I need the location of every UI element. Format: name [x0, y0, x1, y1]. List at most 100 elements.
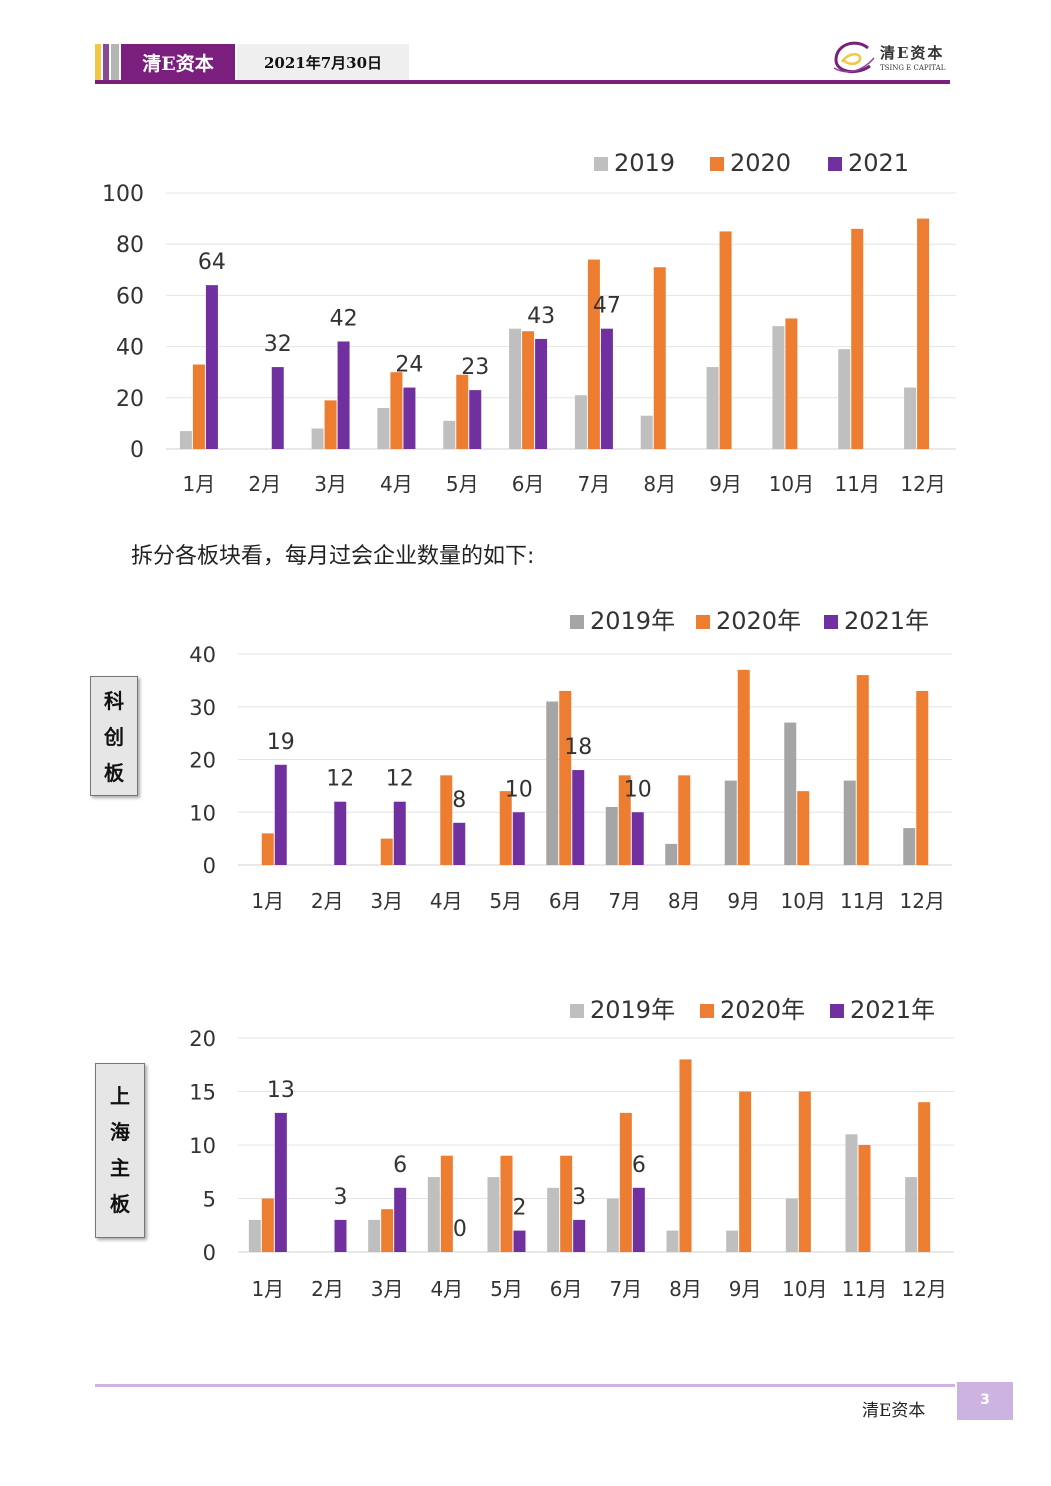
bar-2021: [600, 328, 613, 449]
data-label: 10: [505, 777, 533, 802]
data-label: 12: [386, 767, 414, 792]
bar-2020: [390, 372, 403, 449]
x-tick-label: 5月: [446, 472, 479, 496]
bar-2019年: [546, 701, 559, 865]
bar-2019: [640, 415, 653, 449]
legend-label: 2020: [730, 149, 791, 177]
bar-2020年: [737, 669, 750, 865]
data-label: 24: [395, 353, 423, 378]
bar-2019: [377, 408, 390, 449]
legend-swatch: [700, 1004, 714, 1018]
bar-2020: [917, 218, 930, 449]
bar-2019年: [726, 1230, 739, 1252]
y-tick-label: 5: [203, 1188, 216, 1212]
bar-2020年: [440, 775, 453, 865]
header-accent-gold: [95, 44, 101, 84]
x-tick-label: 2月: [311, 889, 344, 913]
bar-2019: [838, 349, 851, 449]
bar-2019: [509, 328, 522, 449]
x-tick-label: 6月: [550, 1277, 583, 1301]
bar-2020年: [380, 838, 393, 865]
bar-2019年: [845, 1134, 858, 1252]
bar-2019: [179, 431, 192, 449]
side-label-star-market: 科 创 板: [90, 676, 138, 796]
bar-2020: [719, 231, 732, 449]
x-tick-label: 1月: [251, 1277, 284, 1301]
bar-2021年: [631, 812, 644, 865]
legend-swatch: [830, 1004, 844, 1018]
legend-label: 2020年: [720, 996, 805, 1024]
bar-2019: [311, 428, 324, 449]
bar-2019年: [606, 1198, 619, 1252]
header-accent-gray: [111, 44, 119, 84]
x-tick-label: 11月: [835, 472, 880, 496]
bar-2020年: [739, 1091, 752, 1252]
legend-label: 2019年: [590, 607, 675, 635]
legend-swatch: [594, 157, 608, 171]
x-tick-label: 7月: [608, 889, 641, 913]
data-label: 12: [326, 767, 354, 792]
x-tick-label: 8月: [643, 472, 676, 496]
bar-2021: [337, 341, 350, 449]
legend-swatch: [824, 615, 838, 629]
bar-2021年: [572, 770, 585, 865]
x-tick-label: 12月: [900, 889, 945, 913]
bar-2020年: [618, 775, 631, 865]
bar-2020: [456, 374, 469, 449]
y-tick-label: 0: [203, 854, 216, 878]
bar-2019年: [427, 1177, 440, 1252]
data-label: 47: [593, 294, 621, 319]
header-brand: 清E资本: [121, 44, 235, 84]
bar-2021: [205, 285, 218, 449]
chart-total: 0 20 40 60 80 100 1月 2月 3月 4月 5月 6月 7月 8月 9月 10月 11月 12月 6…: [102, 149, 956, 496]
legend-swatch: [570, 1004, 584, 1018]
chart-star-market: 0 10 20 30 40 1月 2月 3月 4月 5月 6月 7月 8月 9月 10月 11月 12月 19 12…: [189, 607, 952, 913]
x-tick-label: 8月: [669, 1277, 702, 1301]
x-tick-label: 1月: [251, 889, 284, 913]
bar-2021年: [512, 812, 525, 865]
y-tick-label: 0: [130, 438, 144, 463]
chart-shanghai-main: 0 5 10 15 20 1月 2月 3月 4月 5月 6月 7月 8月 9月 10月 11月 12月 13 3 6 0…: [189, 996, 954, 1301]
legend-label: 2020年: [716, 607, 801, 635]
bar-2020年: [797, 791, 810, 865]
legend-label: 2019: [614, 149, 675, 177]
bar-2021年: [394, 1187, 407, 1252]
data-label: 23: [461, 355, 489, 380]
bar-2021年: [274, 764, 287, 865]
y-tick-label: 60: [116, 284, 144, 309]
side-label-shanghai-main: 上 海 主 板: [95, 1063, 145, 1238]
legend-label: 2019年: [590, 996, 675, 1024]
data-label: 32: [264, 332, 292, 357]
bar-2021年: [632, 1187, 645, 1252]
x-tick-label: 11月: [840, 889, 885, 913]
bar-2020年: [916, 690, 929, 865]
x-tick-label: 9月: [727, 889, 760, 913]
data-label: 3: [334, 1185, 348, 1210]
side-label-char: 板: [104, 761, 124, 785]
y-tick-label: 20: [189, 1027, 216, 1051]
logo-icon: [833, 41, 875, 74]
x-tick-label: 4月: [380, 472, 413, 496]
footer-rule: [95, 1384, 955, 1387]
bar-2020年: [678, 775, 691, 865]
bar-2019: [706, 367, 719, 449]
x-tick-label: 2月: [311, 1277, 344, 1301]
data-label: 43: [527, 304, 555, 329]
bar-2019年: [903, 828, 916, 865]
data-label: 19: [267, 730, 295, 755]
bar-2019: [772, 326, 785, 449]
data-label: 13: [267, 1078, 295, 1103]
y-tick-label: 10: [189, 801, 216, 825]
bar-2021: [403, 387, 416, 449]
page-number: 3: [957, 1382, 1013, 1420]
side-label-char: 主: [110, 1156, 130, 1180]
bar-2020: [522, 331, 535, 449]
x-tick-label: 4月: [430, 889, 463, 913]
legend-swatch: [696, 615, 710, 629]
bar-2019: [443, 420, 456, 449]
data-label: 64: [198, 250, 226, 275]
bar-2021年: [334, 801, 347, 865]
x-tick-label: 12月: [901, 1277, 946, 1301]
x-tick-label: 6月: [512, 472, 545, 496]
data-label: 8: [452, 788, 466, 813]
